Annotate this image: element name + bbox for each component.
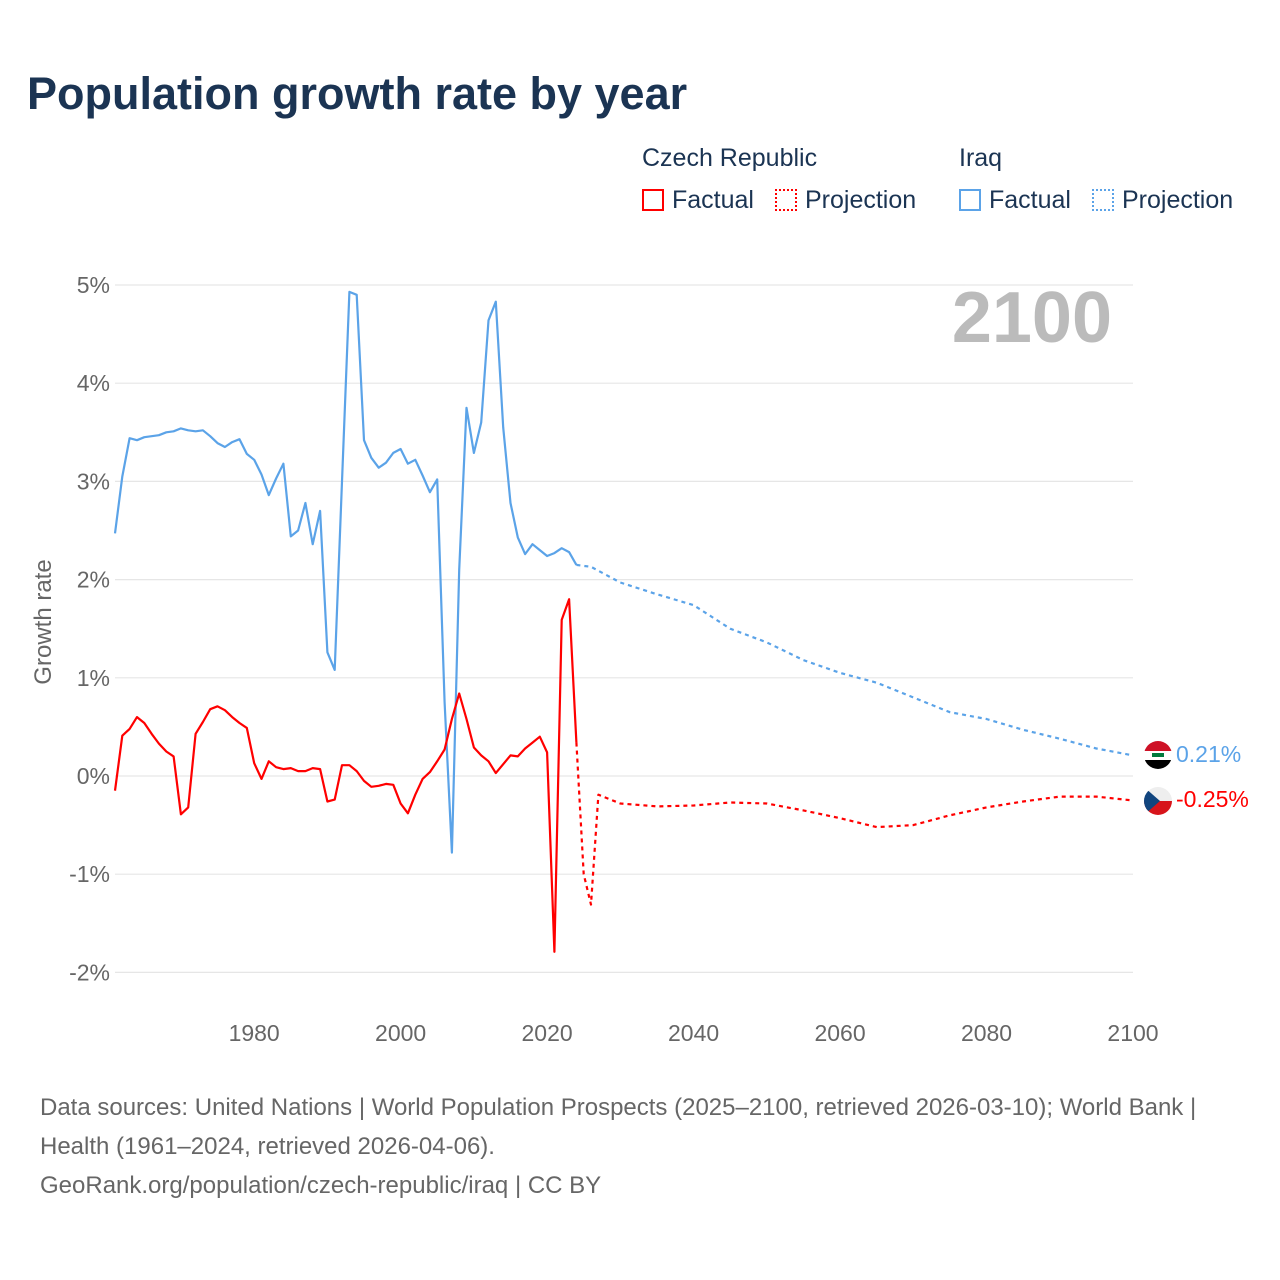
legend-swatch-solid bbox=[642, 189, 664, 211]
legend-group-iraq: Iraq bbox=[959, 144, 1003, 172]
legend-czech-projection[interactable]: Projection bbox=[775, 186, 916, 215]
legend-iraq-projection[interactable]: Projection bbox=[1092, 186, 1233, 215]
page-title: Population growth rate by year bbox=[27, 68, 688, 119]
legend-label: Projection bbox=[805, 186, 917, 214]
legend-swatch-solid bbox=[959, 189, 981, 211]
series-line-czech-republic-projection bbox=[575, 742, 1134, 906]
y-tick-label: 4% bbox=[77, 370, 110, 396]
legend-label: Factual bbox=[672, 186, 754, 214]
x-tick-label: 2080 bbox=[961, 1020, 1012, 1046]
czech-flag-icon bbox=[1144, 787, 1172, 815]
series-line-czech-republic-factual bbox=[113, 598, 578, 953]
x-tick-label: 1980 bbox=[229, 1020, 280, 1046]
legend-label: Factual bbox=[989, 186, 1071, 214]
x-tick-label: 2100 bbox=[1107, 1020, 1158, 1046]
y-tick-label: 5% bbox=[77, 272, 110, 298]
x-tick-label: 2000 bbox=[375, 1020, 426, 1046]
iraq-end-label: 0.21% bbox=[1176, 741, 1241, 767]
legend-swatch-dotted bbox=[775, 189, 797, 211]
x-tick-label: 2020 bbox=[522, 1020, 573, 1046]
line-chart: 5% 4% 3% 2% 1% 0% -1% -2% 1980 2000 2020 2040 2060 20… bbox=[30, 272, 1249, 1046]
legend-czech-factual[interactable]: Factual bbox=[642, 186, 754, 215]
source-link[interactable]: GeoRank.org/population/czech-republic/ir… bbox=[40, 1172, 602, 1199]
y-tick-label: 0% bbox=[77, 763, 110, 789]
czech-end-label: -0.25% bbox=[1176, 786, 1249, 812]
legend-iraq-factual[interactable]: Factual bbox=[959, 186, 1071, 215]
legend-group-czech: Czech Republic bbox=[642, 144, 818, 172]
y-axis-label: Growth rate bbox=[30, 559, 57, 684]
legend-swatch-dotted bbox=[1092, 189, 1114, 211]
legend-label: Projection bbox=[1122, 186, 1234, 214]
series-line-iraq-projection bbox=[576, 563, 1134, 757]
iraq-flag-icon bbox=[1144, 741, 1172, 769]
x-tick-label: 2040 bbox=[668, 1020, 719, 1046]
y-tick-label: 2% bbox=[77, 567, 110, 593]
y-tick-label: 3% bbox=[77, 468, 110, 494]
y-tick-label: 1% bbox=[77, 665, 110, 691]
year-indicator: 2100 bbox=[952, 278, 1112, 358]
x-tick-label: 2060 bbox=[814, 1020, 865, 1046]
series-line-iraq-factual bbox=[113, 290, 578, 854]
source-text: Data sources: United Nations | World Pop… bbox=[40, 1094, 1197, 1160]
source-note: Data sources: United Nations | World Pop… bbox=[40, 1088, 1240, 1205]
y-tick-label: -1% bbox=[69, 861, 110, 887]
y-tick-label: -2% bbox=[69, 959, 110, 985]
